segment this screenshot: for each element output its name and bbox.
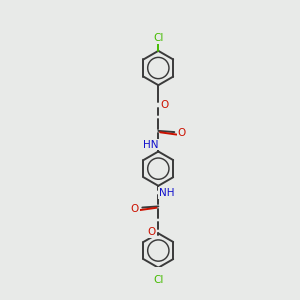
Text: O: O [130, 204, 139, 214]
Text: O: O [148, 227, 156, 237]
Text: O: O [160, 100, 169, 110]
Text: NH: NH [159, 188, 174, 198]
Text: O: O [178, 128, 186, 138]
Text: HN: HN [142, 140, 158, 150]
Text: Cl: Cl [153, 33, 164, 43]
Text: Cl: Cl [153, 275, 164, 286]
